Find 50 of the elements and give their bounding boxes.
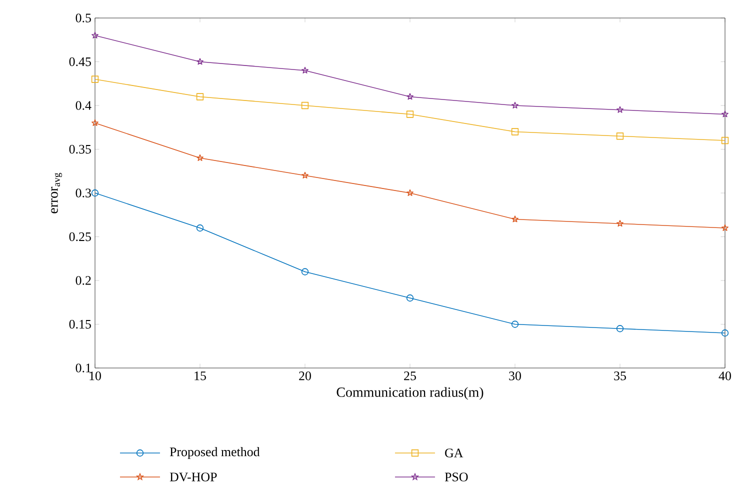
point: [511, 128, 519, 136]
legend-label: GA: [445, 448, 464, 458]
y-tick-label: 0.2: [76, 276, 91, 285]
point: [406, 110, 414, 118]
point: [616, 106, 624, 113]
point: [722, 224, 728, 231]
point: [196, 58, 204, 65]
point: [512, 216, 518, 222]
point: [302, 66, 308, 74]
y-tick-label: 0.1: [76, 364, 91, 372]
point: [406, 93, 414, 100]
y-tick-label: 0.45: [69, 57, 91, 66]
point: [511, 320, 519, 328]
point: [406, 189, 414, 196]
x-axis-title: Communication radius(m): [336, 387, 484, 400]
x-tick-label: 25: [404, 372, 416, 380]
x-tick-label: 30: [509, 372, 521, 380]
point: [616, 220, 624, 227]
x-tick-label: 35: [614, 372, 626, 380]
point: [616, 325, 624, 332]
legend-label: DV-HOP: [170, 472, 217, 482]
point: [721, 329, 729, 337]
legend-label: Proposed method: [170, 447, 260, 459]
point: [302, 172, 308, 178]
x-tick-label: 40: [718, 372, 731, 380]
point: [301, 102, 309, 110]
legend-label: PSO: [444, 472, 468, 482]
y-tick-label: 0.5: [76, 14, 91, 22]
x-tick-label: 10: [90, 372, 101, 380]
y-axis-title: error$_{avg}$: [51, 172, 62, 214]
x-tick-label: 20: [299, 372, 311, 380]
point: [406, 294, 414, 302]
y-tick-label: 0.4: [76, 101, 92, 110]
point: [91, 189, 99, 197]
point: [196, 224, 204, 232]
point: [722, 110, 728, 118]
x-tick-label: 15: [194, 372, 206, 380]
point: [301, 268, 309, 276]
y-tick-label: 0.35: [69, 144, 91, 154]
point: [512, 102, 518, 108]
point: [616, 132, 624, 140]
point: [721, 136, 729, 144]
point: [92, 119, 98, 126]
y-tick-label: 0.15: [69, 320, 91, 329]
y-tick-label: 0.25: [69, 232, 91, 242]
point: [196, 154, 204, 161]
point: [92, 32, 98, 38]
point: [91, 76, 99, 83]
point: [196, 93, 204, 100]
y-tick-label: 0.3: [76, 188, 91, 198]
